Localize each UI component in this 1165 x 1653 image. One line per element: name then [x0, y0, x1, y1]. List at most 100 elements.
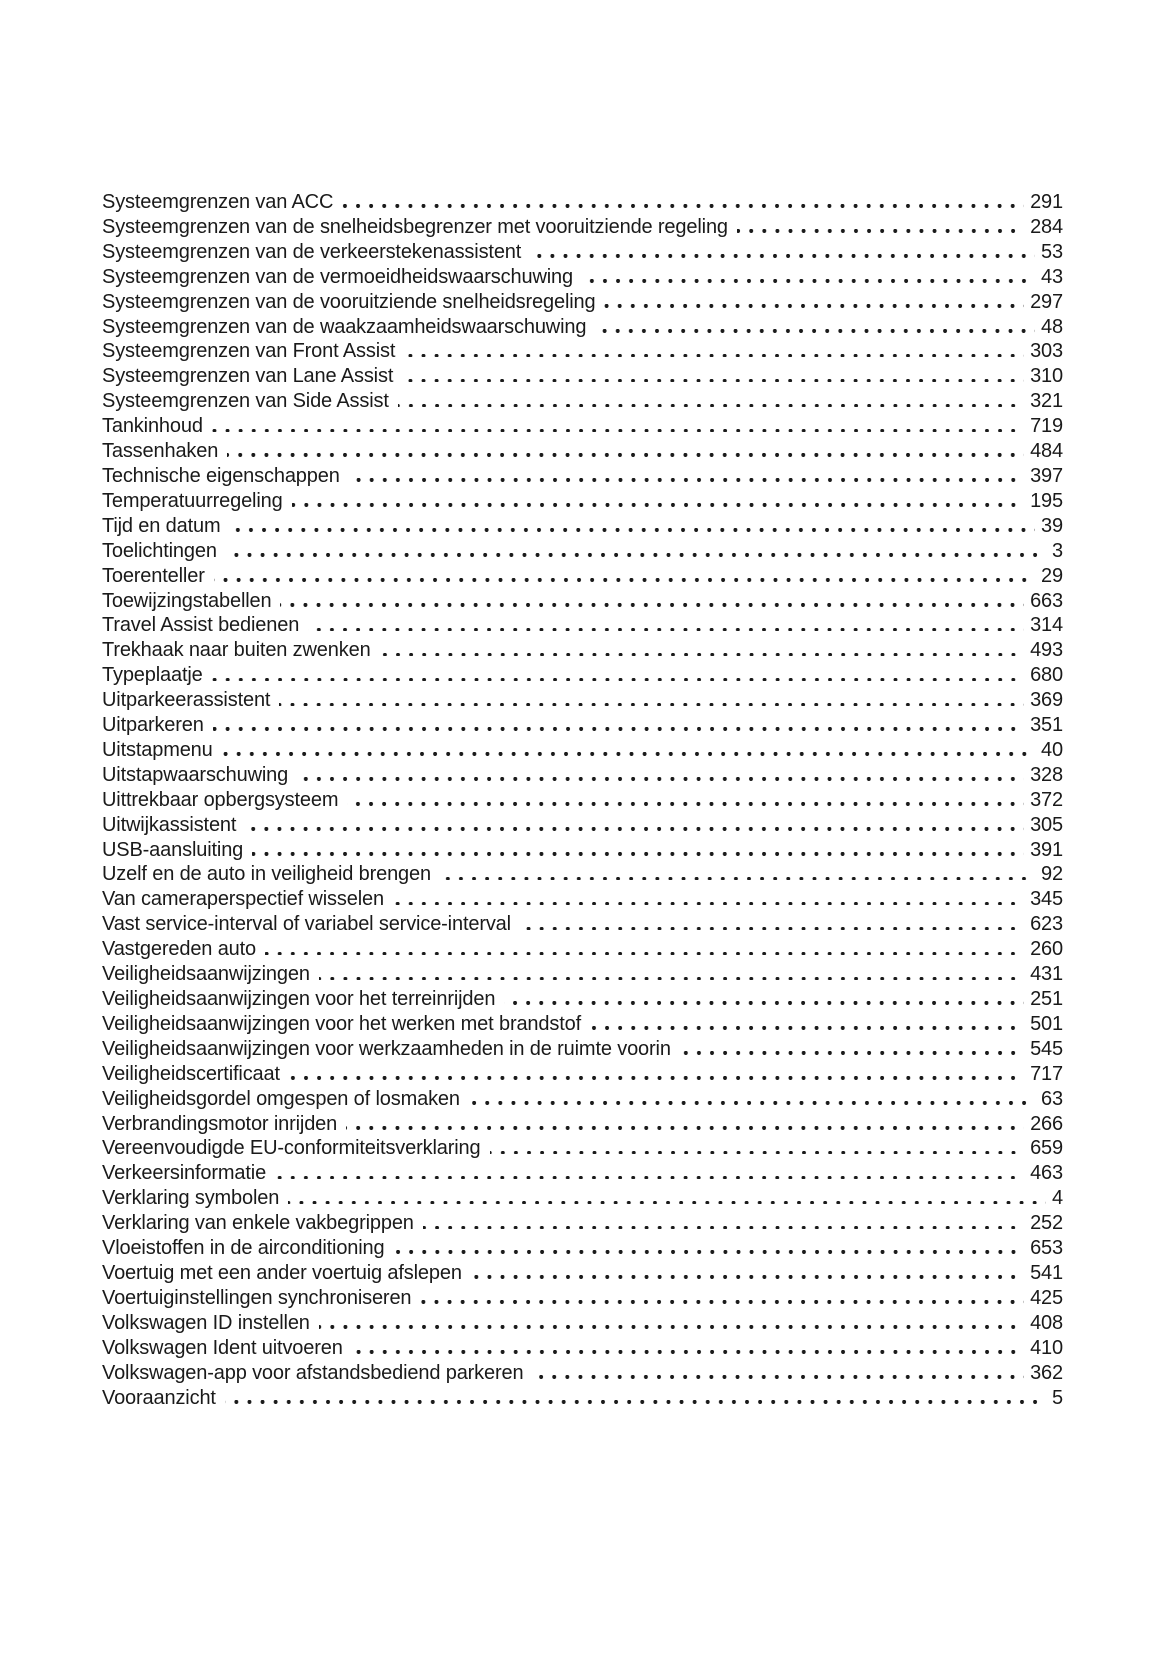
index-entry-page-number: 291: [1030, 191, 1063, 213]
index-entry: Volkswagen ID instellen 408: [102, 1312, 1063, 1337]
index-entry-title: Systeemgrenzen van de vermoeidheidswaars…: [102, 265, 573, 288]
dot-leader: [211, 428, 1025, 433]
index-entry-page-number: 410: [1030, 1336, 1063, 1359]
index-entry-page-number: 623: [1030, 913, 1063, 936]
dot-leader: [604, 304, 1025, 308]
index-entry: Uitstapmenu 40: [102, 739, 1063, 764]
index-entry: Vereenvoudigde EU-conformiteitsverklarin…: [102, 1137, 1063, 1162]
dot-leader: [308, 627, 1025, 632]
dot-leader: [224, 1399, 1047, 1404]
index-entry-page-number: 653: [1030, 1237, 1063, 1260]
dot-leader: [392, 901, 1025, 906]
index-entry-page-number: 305: [1030, 813, 1063, 836]
index-entry-page-number: 541: [1030, 1261, 1063, 1284]
index-entry-page-number: 659: [1030, 1137, 1063, 1160]
index-entry-title: Veiligheidsaanwijzingen voor werkzaamhed…: [102, 1037, 671, 1060]
index-entry-title: Volkswagen-app voor afstandsbediend park…: [102, 1361, 524, 1384]
dot-leader: [532, 1375, 1025, 1379]
index-entry-title: Vast service-interval of variabel servic…: [102, 913, 511, 936]
index-entry: Uitparkeren 351: [102, 714, 1063, 739]
index-entry-title: Technische eigenschappen: [102, 464, 340, 487]
dot-leader: [595, 328, 1036, 333]
index-entry-page-number: 372: [1030, 788, 1063, 811]
dot-leader: [379, 652, 1025, 657]
index-entry-title: Uitstapwaarschuwing: [102, 763, 289, 786]
index-entry: Systeemgrenzen van de vermoeidheidswaars…: [102, 266, 1063, 291]
index-entry-page-number: 53: [1041, 240, 1063, 263]
index-entry-page-number: 266: [1030, 1112, 1063, 1135]
index-entry-title: Trekhaak naar buiten zwenken: [102, 639, 371, 662]
index-entry-page-number: 310: [1030, 365, 1063, 388]
index-entry: Vloeistoffen in de airconditioning 653: [102, 1237, 1063, 1262]
dot-leader: [347, 802, 1025, 806]
index-entry: Verbrandingsmotor inrijden 266: [102, 1113, 1063, 1138]
index-entry-page-number: 4: [1052, 1187, 1063, 1210]
dot-leader: [420, 1300, 1025, 1304]
dot-leader: [422, 1225, 1025, 1230]
index-entry: Veiligheidsaanwijzingen voor het terrein…: [102, 988, 1063, 1013]
dot-leader: [393, 1250, 1025, 1255]
index-entry-title: Verklaring van enkele vakbegrippen: [102, 1212, 414, 1235]
index-entry-title: Toewijzingstabellen: [102, 589, 272, 612]
index-entry: Travel Assist bedienen 314: [102, 614, 1063, 639]
index-entry-page-number: 251: [1030, 988, 1063, 1010]
index-entry-title: Uitstapmenu: [102, 738, 213, 761]
index-entry-title: Systeemgrenzen van Side Assist: [102, 390, 389, 413]
index-entry: Temperatuurregeling 195: [102, 490, 1063, 515]
index-entry-page-number: 39: [1041, 514, 1063, 537]
index-entry: Uitwijkassistent 305: [102, 814, 1063, 839]
index-entry-title: USB-aansluiting: [102, 838, 244, 861]
dot-leader: [227, 453, 1025, 458]
dot-leader: [530, 254, 1036, 258]
dot-leader: [288, 1200, 1047, 1205]
index-entry: Systeemgrenzen van Lane Assist 310: [102, 365, 1063, 390]
index-entry-title: Temperatuurregeling: [102, 489, 283, 512]
dot-leader: [402, 378, 1025, 383]
index-entry-title: Travel Assist bedienen: [102, 614, 300, 637]
index-entry: Voertuig met een ander voertuig afslepen…: [102, 1262, 1063, 1287]
index-entry-title: Verkeersinformatie: [102, 1162, 267, 1185]
dot-leader: [736, 229, 1025, 233]
index-entry-title: Toerenteller: [102, 564, 205, 587]
index-entry-page-number: 328: [1030, 763, 1063, 786]
index-entry-page-number: 284: [1030, 215, 1063, 238]
index-entry: Tijd en datum 39: [102, 515, 1063, 540]
index-entry-page-number: 43: [1041, 265, 1063, 288]
index-entry-title: Tankinhoud: [102, 415, 203, 438]
index-entry-page-number: 314: [1030, 614, 1063, 637]
index-entry-page-number: 391: [1030, 838, 1063, 861]
index-entry: Systeemgrenzen van Side Assist 321: [102, 390, 1063, 415]
dot-leader: [212, 727, 1025, 732]
index-entry: Systeemgrenzen van Front Assist 303: [102, 340, 1063, 365]
index-entry-title: Vloeistoffen in de airconditioning: [102, 1237, 385, 1260]
dot-leader: [582, 279, 1036, 283]
dot-leader: [404, 353, 1025, 358]
index-entry-title: Van cameraperspectief wisselen: [102, 888, 384, 911]
index-entry-page-number: 397: [1030, 464, 1063, 487]
dot-leader: [265, 951, 1025, 956]
dot-leader: [351, 1350, 1025, 1354]
dot-leader: [318, 1325, 1025, 1329]
index-entry: USB-aansluiting 391: [102, 839, 1063, 864]
index-entry-page-number: 351: [1030, 714, 1063, 737]
dot-leader: [291, 503, 1025, 507]
index-entry: Vooraanzicht 5: [102, 1387, 1063, 1412]
index-entry-page-number: 29: [1041, 564, 1063, 587]
index-entry: Systeemgrenzen van ACC 291: [102, 191, 1063, 216]
index-entry: Trekhaak naar buiten zwenken 493: [102, 639, 1063, 664]
index-entry-page-number: 663: [1030, 589, 1063, 612]
index-entry-title: Verbrandingsmotor inrijden: [102, 1112, 338, 1135]
index-entry: Vast service-interval of variabel servic…: [102, 913, 1063, 938]
index-entry: Veiligheidsaanwijzingen 431: [102, 963, 1063, 988]
index-entry-title: Systeemgrenzen van Front Assist: [102, 340, 396, 363]
index-entry-title: Systeemgrenzen van de waakzaamheidswaars…: [102, 315, 587, 338]
index-entry-title: Veiligheidsaanwijzingen voor het werken …: [102, 1012, 582, 1035]
index-entry: Technische eigenschappen 397: [102, 465, 1063, 490]
index-entry-page-number: 719: [1030, 415, 1063, 438]
index-list: Systeemgrenzen van ACC 291 Systeemgrenze…: [102, 191, 1063, 1411]
index-entry: Verkeersinformatie 463: [102, 1162, 1063, 1187]
dot-leader: [342, 204, 1025, 208]
index-entry-title: Volkswagen Ident uitvoeren: [102, 1336, 343, 1359]
index-entry-page-number: 40: [1041, 738, 1063, 761]
